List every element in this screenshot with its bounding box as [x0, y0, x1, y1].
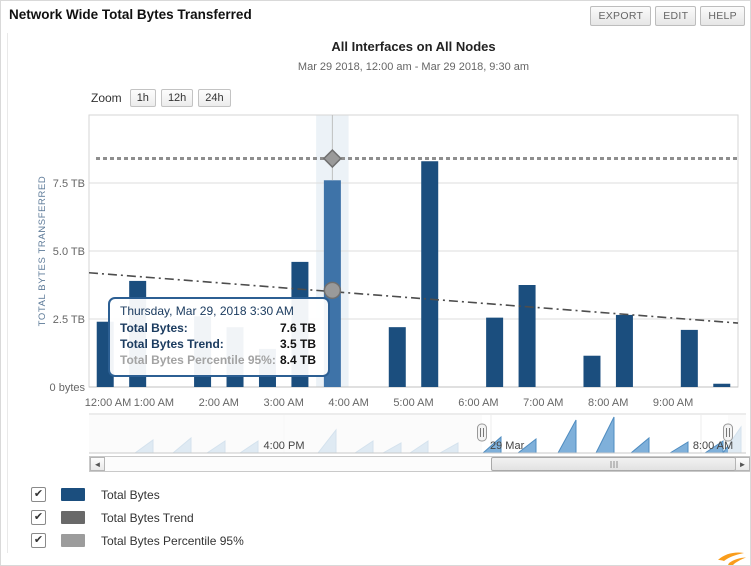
tooltip-row-value: 8.4 TB [279, 353, 316, 367]
navigator-mask-left [89, 415, 482, 453]
y-axis-title: TOTAL BYTES TRANSFERRED [37, 176, 48, 327]
widget-left-edge [7, 33, 8, 553]
bar[interactable] [713, 383, 731, 387]
trend-marker-circle [323, 281, 342, 300]
scrollbar-grip-icon [610, 461, 617, 468]
legend-swatch [61, 534, 85, 547]
tooltip-row: Total Bytes Trend: 3.5 TB [120, 336, 316, 352]
zoom-1h-button[interactable]: 1h [129, 89, 156, 107]
edit-button[interactable]: EDIT [655, 6, 697, 26]
bar[interactable] [680, 329, 698, 387]
x-axis-tick-label: 6:00 AM [458, 397, 498, 409]
y-axis-tick-label: 7.5 TB [53, 178, 85, 190]
navigator-spike [557, 419, 577, 454]
x-axis-tick-label: 3:00 AM [264, 397, 304, 409]
handle-body[interactable] [477, 423, 487, 442]
navigator: 4:00 PM 29 Mar 8:00 AM [89, 413, 746, 454]
legend-label: Total Bytes Percentile 95% [101, 533, 244, 548]
navigator-spike [595, 416, 615, 454]
legend-checkbox[interactable]: ✔ [31, 533, 46, 548]
legend-checkbox[interactable]: ✔ [31, 510, 46, 525]
zoom-24h-button[interactable]: 24h [198, 89, 231, 107]
legend-label: Total Bytes [101, 487, 160, 502]
legend-item[interactable]: ✔ Total Bytes [31, 487, 244, 502]
page-title: Network Wide Total Bytes Transferred [9, 7, 252, 22]
x-axis-tick-label: 9:00 AM [653, 397, 693, 409]
x-axis-tick-label: 2:00 AM [199, 397, 239, 409]
export-button[interactable]: EXPORT [590, 6, 652, 26]
scrollbar-left-arrow-icon[interactable]: ◄ [90, 457, 105, 471]
legend-item[interactable]: ✔ Total Bytes Trend [31, 510, 244, 525]
bar[interactable] [518, 285, 536, 387]
chart-tooltip: Thursday, Mar 29, 2018 3:30 AM Total Byt… [108, 297, 330, 377]
legend-checkbox[interactable]: ✔ [31, 487, 46, 502]
navigator-right-handle[interactable] [723, 423, 733, 442]
x-axis-tick-label: 7:00 AM [523, 397, 563, 409]
help-button[interactable]: HELP [700, 6, 745, 26]
bar[interactable] [615, 314, 633, 387]
navigator-axis-label: 29 Mar [490, 440, 525, 452]
tooltip-row-label: Total Bytes Percentile 95%: [120, 353, 276, 367]
bar[interactable] [583, 355, 601, 387]
tooltip-row-label: Total Bytes: [120, 321, 188, 335]
legend-swatch [61, 511, 85, 524]
chart-subtitle: Mar 29 2018, 12:00 am - Mar 29 2018, 9:3… [297, 61, 530, 73]
bar[interactable] [486, 317, 504, 387]
y-axis-tick-label: 5.0 TB [53, 246, 85, 258]
x-axis-tick-label: 12:00 AM [85, 397, 131, 409]
y-axis-tick-label: 0 bytes [50, 382, 86, 394]
tooltip-row: Total Bytes Percentile 95%: 8.4 TB [120, 352, 316, 368]
zoom-label: Zoom [91, 91, 122, 105]
navigator-axis-label: 4:00 PM [264, 440, 305, 452]
tooltip-row-value: 7.6 TB [279, 321, 316, 335]
bar[interactable] [388, 327, 406, 387]
navigator-mask-right [728, 415, 746, 453]
bar[interactable] [421, 161, 439, 387]
x-axis-tick-label: 1:00 AM [134, 397, 174, 409]
chart-legend: ✔ Total Bytes ✔ Total Bytes Trend ✔ Total Byt… [31, 487, 244, 556]
zoom-12h-button[interactable]: 12h [160, 89, 194, 107]
header-buttons: EXPORT EDIT HELP [590, 6, 745, 26]
tooltip-title: Thursday, Mar 29, 2018 3:30 AM [120, 304, 294, 318]
navigator-spike [668, 441, 689, 454]
y-axis-tick-label: 2.5 TB [53, 314, 85, 326]
chart-title: All Interfaces on All Nodes [331, 39, 496, 54]
legend-item[interactable]: ✔ Total Bytes Percentile 95% [31, 533, 244, 548]
handle-body[interactable] [723, 423, 733, 442]
trend-line [88, 271, 739, 324]
navigator-spike [629, 436, 650, 454]
scrollbar-thumb[interactable] [491, 457, 736, 471]
x-axis-tick-label: 5:00 AM [393, 397, 433, 409]
percentile-marker-diamond [322, 148, 342, 169]
tooltip-row-label: Total Bytes Trend: [120, 337, 224, 351]
navigator-scrollbar[interactable]: ◄ ► [89, 456, 750, 472]
tooltip-row-value: 3.5 TB [279, 337, 316, 351]
x-axis-tick-label: 8:00 AM [588, 397, 628, 409]
legend-swatch [61, 488, 85, 501]
scrollbar-right-arrow-icon[interactable]: ► [735, 457, 750, 471]
solarwinds-logo-icon [718, 552, 746, 565]
x-axis-tick-label: 4:00 AM [328, 397, 368, 409]
legend-label: Total Bytes Trend [101, 510, 194, 525]
zoom-controls: Zoom 1h 12h 24h [91, 89, 231, 107]
tooltip-row: Total Bytes: 7.6 TB [120, 320, 316, 336]
navigator-left-handle[interactable] [477, 423, 487, 442]
navigator-axis-label: 8:00 AM [693, 440, 733, 452]
